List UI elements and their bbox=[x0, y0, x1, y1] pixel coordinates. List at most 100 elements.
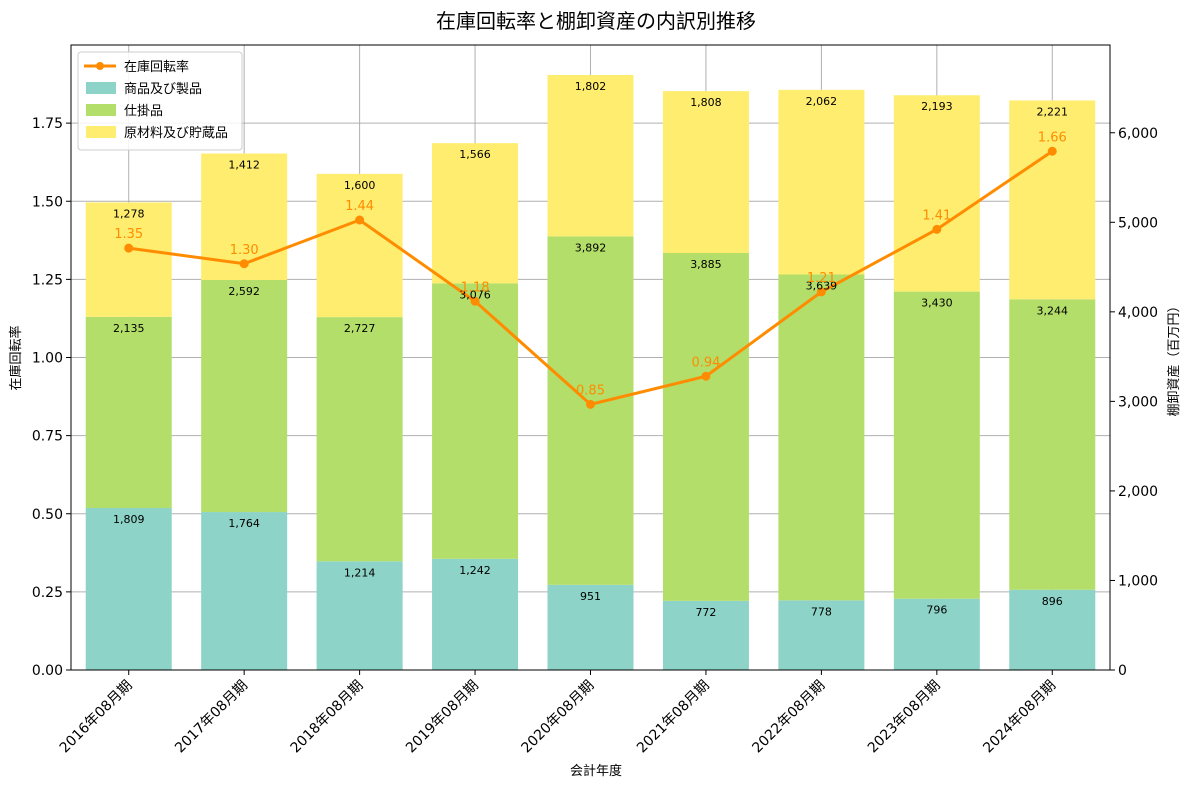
turnover-point bbox=[470, 296, 480, 306]
turnover-value-label: 1.35 bbox=[114, 227, 143, 242]
bar-segment bbox=[893, 291, 980, 599]
turnover-value-label: 0.94 bbox=[691, 355, 720, 370]
bar-value-label: 2,062 bbox=[806, 95, 838, 108]
bar-value-label: 2,592 bbox=[228, 285, 260, 298]
bar-value-label: 3,892 bbox=[575, 241, 607, 254]
y-axis-left-label: 在庫回転率 bbox=[8, 325, 24, 390]
bar-value-label: 796 bbox=[926, 604, 947, 617]
bar-segment bbox=[662, 253, 749, 601]
turnover-point bbox=[816, 287, 826, 297]
y-right-tick-label: 3,000 bbox=[1118, 394, 1158, 410]
y-left-tick-label: 1.25 bbox=[32, 272, 63, 288]
bar-segment bbox=[432, 558, 519, 670]
bar-value-label: 951 bbox=[580, 590, 601, 603]
bar-segment bbox=[547, 74, 634, 237]
bar-value-label: 1,802 bbox=[575, 80, 607, 93]
bar-value-label: 1,412 bbox=[228, 159, 260, 172]
bar-segment bbox=[778, 274, 865, 601]
x-tick-label: 2024年08月期 bbox=[980, 678, 1059, 757]
x-tick-label: 2018年08月期 bbox=[288, 678, 367, 757]
y-left-tick-label: 1.00 bbox=[32, 351, 63, 367]
bar-value-label: 1,566 bbox=[459, 148, 491, 161]
turnover-point bbox=[239, 259, 249, 269]
bar-value-label: 1,214 bbox=[344, 566, 376, 579]
y-left-tick-label: 0.25 bbox=[32, 585, 63, 601]
bar-segment bbox=[1009, 100, 1096, 300]
bar-segment bbox=[778, 89, 865, 275]
bar-value-label: 2,221 bbox=[1037, 105, 1069, 118]
x-tick-label: 2023年08月期 bbox=[865, 678, 944, 757]
x-tick-label: 2017年08月期 bbox=[172, 678, 251, 757]
turnover-point bbox=[1047, 146, 1057, 156]
bar-segment bbox=[432, 143, 519, 284]
y-left-tick-label: 0.75 bbox=[32, 429, 63, 445]
legend-box bbox=[77, 51, 243, 151]
bar-segment bbox=[85, 316, 172, 509]
x-tick-label: 2022年08月期 bbox=[749, 678, 828, 757]
bar-value-label: 2,135 bbox=[113, 322, 145, 335]
bar-value-label: 2,193 bbox=[921, 100, 953, 113]
bar-value-label: 1,809 bbox=[113, 513, 145, 526]
turnover-point bbox=[701, 371, 711, 381]
x-axis-label: 会計年度 bbox=[570, 763, 622, 779]
bar-segment bbox=[662, 600, 749, 670]
bar-segment bbox=[662, 91, 749, 254]
y-left-tick-label: 1.75 bbox=[32, 116, 63, 132]
legend-label: 原材料及び貯蔵品 bbox=[124, 126, 228, 141]
turnover-value-label: 1.21 bbox=[807, 271, 836, 286]
turnover-value-label: 0.85 bbox=[576, 383, 605, 398]
y-right-tick-label: 1,000 bbox=[1118, 573, 1158, 589]
y-right-tick-label: 5,000 bbox=[1118, 215, 1158, 231]
bar-value-label: 3,076 bbox=[459, 288, 491, 301]
bar-segment bbox=[893, 95, 980, 292]
y-left-tick-label: 1.50 bbox=[32, 194, 63, 210]
bar-value-label: 2,727 bbox=[344, 322, 376, 335]
bar-value-label: 1,242 bbox=[459, 564, 491, 577]
bar-value-label: 1,600 bbox=[344, 179, 376, 192]
y-left-tick-label: 0.50 bbox=[32, 507, 63, 523]
bar-segment bbox=[893, 598, 980, 670]
legend-label: 在庫回転率 bbox=[124, 59, 189, 75]
bar-segment bbox=[547, 584, 634, 670]
turnover-value-label: 1.30 bbox=[230, 243, 259, 258]
turnover-point bbox=[932, 224, 942, 234]
bar-value-label: 896 bbox=[1042, 595, 1063, 608]
bar-segment bbox=[1009, 299, 1096, 590]
bar-value-label: 1,278 bbox=[113, 207, 145, 220]
bar-segment bbox=[778, 600, 865, 670]
y-right-tick-label: 0 bbox=[1118, 663, 1127, 679]
legend-patch-swatch bbox=[86, 82, 116, 94]
turnover-value-label: 1.44 bbox=[345, 199, 374, 214]
turnover-value-label: 1.41 bbox=[922, 208, 951, 223]
legend-marker bbox=[96, 62, 104, 70]
chart-title: 在庫回転率と棚卸資産の内訳別推移 bbox=[436, 9, 756, 33]
bar-value-label: 1,808 bbox=[690, 96, 722, 109]
y-right-tick-label: 4,000 bbox=[1118, 305, 1158, 321]
bar-layer bbox=[85, 74, 1096, 670]
bar-value-label: 778 bbox=[811, 605, 832, 618]
x-tick-label: 2019年08月期 bbox=[403, 678, 482, 757]
turnover-value-label: 1.18 bbox=[461, 280, 490, 295]
bar-value-label: 3,430 bbox=[921, 297, 953, 310]
bar-value-label: 3,885 bbox=[690, 258, 722, 271]
y-right-tick-label: 6,000 bbox=[1118, 126, 1158, 142]
x-tick-label: 2016年08月期 bbox=[57, 678, 136, 757]
bar-segment bbox=[85, 202, 172, 317]
legend-label: 商品及び製品 bbox=[124, 82, 202, 97]
legend-patch-swatch bbox=[86, 126, 116, 138]
bar-value-label: 1,764 bbox=[228, 517, 260, 530]
bar-segment bbox=[432, 283, 519, 559]
bar-segment bbox=[316, 317, 403, 562]
y-right-tick-label: 2,000 bbox=[1118, 484, 1158, 500]
bar-segment bbox=[547, 236, 634, 585]
bar-value-label: 772 bbox=[695, 606, 716, 619]
legend-label: 仕掛品 bbox=[124, 104, 163, 119]
bar-segment bbox=[201, 512, 288, 670]
label-layer: 1,809 1,764 1,214 1,242 951 772 778 796 896 2,135… bbox=[113, 80, 1068, 619]
y-axis-right-label: 棚卸資産（百万円） bbox=[1166, 299, 1182, 416]
line-layer bbox=[124, 146, 1057, 409]
x-tick-label: 2021年08月期 bbox=[634, 678, 713, 757]
